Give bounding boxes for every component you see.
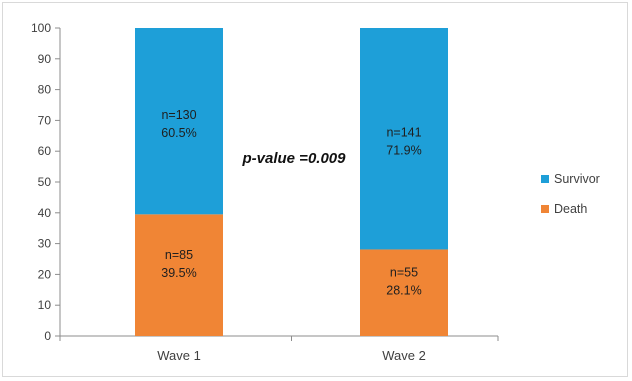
- y-tick-label: 0: [44, 329, 51, 343]
- data-label-count: n=141: [386, 126, 421, 140]
- bar-survivor-2: [360, 28, 448, 250]
- x-category-label: Wave 1: [157, 348, 201, 363]
- data-label-percent: 28.1%: [386, 284, 421, 298]
- bar-death-2: [360, 249, 448, 336]
- y-tick-label: 40: [38, 206, 52, 220]
- y-tick-label: 50: [38, 175, 52, 189]
- y-tick-label: 70: [38, 113, 52, 127]
- y-tick-label: 90: [38, 52, 52, 66]
- legend-swatch-survivor: [541, 175, 549, 183]
- data-label-percent: 39.5%: [161, 266, 196, 280]
- p-value-annotation: p-value =0.009: [242, 150, 347, 167]
- legend-label-death: Death: [554, 202, 587, 216]
- legend-swatch-death: [541, 205, 549, 213]
- data-label-count: n=85: [165, 248, 193, 262]
- y-tick-label: 80: [38, 83, 52, 97]
- y-tick-label: 10: [38, 298, 52, 312]
- y-tick-label: 20: [38, 267, 52, 281]
- data-label-count: n=130: [161, 108, 196, 122]
- y-tick-label: 60: [38, 144, 52, 158]
- legend-label-survivor: Survivor: [554, 172, 600, 186]
- data-label-percent: 71.9%: [386, 144, 421, 158]
- chart-frame: [2, 2, 628, 377]
- bar-survivor-1: [135, 28, 223, 215]
- data-label-count: n=55: [390, 266, 418, 280]
- y-tick-label: 30: [38, 237, 52, 251]
- data-label-percent: 60.5%: [161, 126, 196, 140]
- x-category-label: Wave 2: [382, 348, 426, 363]
- y-tick-label: 100: [31, 21, 51, 35]
- bar-death-1: [135, 214, 223, 336]
